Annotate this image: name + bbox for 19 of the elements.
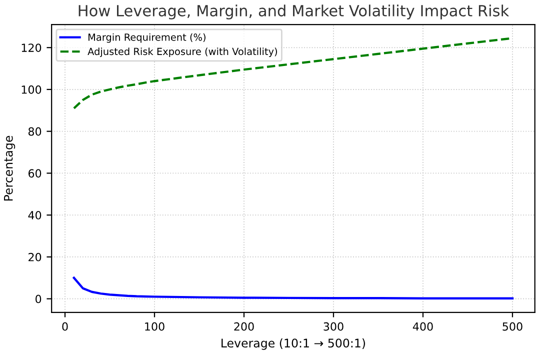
y-axis-title: Percentage <box>4 136 16 201</box>
y-tick-label: 60 <box>28 169 42 178</box>
x-tick-label: 400 <box>412 322 433 331</box>
y-tick-label: 0 <box>36 294 42 304</box>
legend-label: Adjusted Risk Exposure (with Volatility) <box>88 48 277 57</box>
y-tick-label: 20 <box>28 252 42 262</box>
x-tick-label: 300 <box>324 322 344 331</box>
x-tick-label: 0 <box>62 322 68 331</box>
x-axis-title: Leverage (10:1 → 500:1) <box>222 338 366 350</box>
legend-label: Margin Requirement (%) <box>88 33 206 43</box>
line-series <box>72 276 514 300</box>
y-tick-label: 80 <box>28 127 42 136</box>
x-tick-label: 500 <box>502 322 522 331</box>
y-tick-label: 120 <box>22 44 42 52</box>
chart-title: How Leverage, Margin, and Market Volatility Impact Risk <box>78 4 510 20</box>
y-tick-label: 100 <box>22 85 42 94</box>
x-tick-label: 100 <box>145 322 164 331</box>
y-tick-label: 40 <box>28 211 42 220</box>
x-tick-label: 200 <box>234 322 254 331</box>
